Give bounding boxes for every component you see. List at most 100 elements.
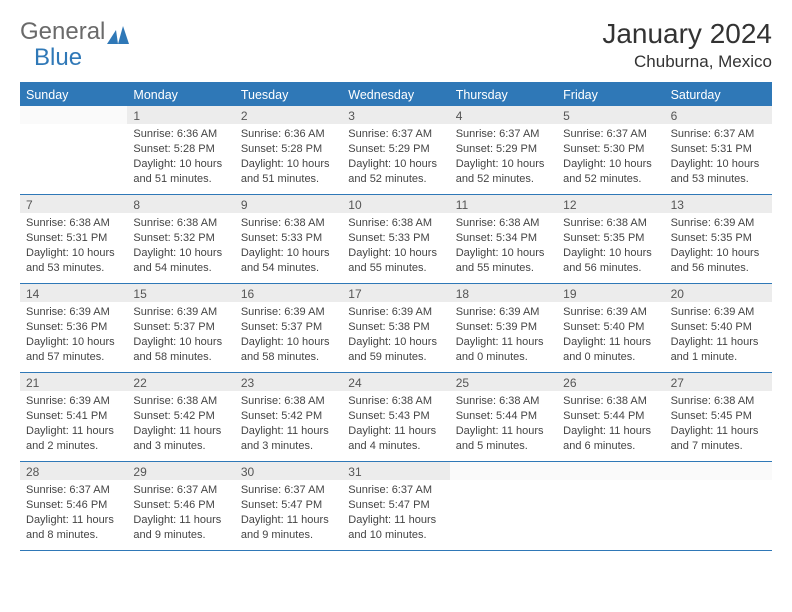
day-number: 31 xyxy=(342,462,449,480)
calendar-cell: 14Sunrise: 6:39 AMSunset: 5:36 PMDayligh… xyxy=(20,284,127,372)
cell-body: Sunrise: 6:38 AMSunset: 5:42 PMDaylight:… xyxy=(235,391,342,459)
day-number: 1 xyxy=(127,106,234,124)
calendar-week: 7Sunrise: 6:38 AMSunset: 5:31 PMDaylight… xyxy=(20,195,772,284)
cell-body: Sunrise: 6:38 AMSunset: 5:44 PMDaylight:… xyxy=(450,391,557,459)
calendar-cell: 26Sunrise: 6:38 AMSunset: 5:44 PMDayligh… xyxy=(557,373,664,461)
sunset-text: Sunset: 5:33 PM xyxy=(241,231,336,246)
day-number: 18 xyxy=(450,284,557,302)
calendar-cell: 1Sunrise: 6:36 AMSunset: 5:28 PMDaylight… xyxy=(127,106,234,194)
daylight-text: Daylight: 10 hours and 56 minutes. xyxy=(563,246,658,276)
day-number xyxy=(450,462,557,480)
daylight-text: Daylight: 11 hours and 2 minutes. xyxy=(26,424,121,454)
sunset-text: Sunset: 5:46 PM xyxy=(133,498,228,513)
day-number: 2 xyxy=(235,106,342,124)
day-number: 4 xyxy=(450,106,557,124)
sunset-text: Sunset: 5:47 PM xyxy=(348,498,443,513)
sunset-text: Sunset: 5:28 PM xyxy=(241,142,336,157)
sunrise-text: Sunrise: 6:38 AM xyxy=(241,394,336,409)
day-number: 13 xyxy=(665,195,772,213)
sunrise-text: Sunrise: 6:39 AM xyxy=(241,305,336,320)
cell-body: Sunrise: 6:38 AMSunset: 5:35 PMDaylight:… xyxy=(557,213,664,281)
calendar-cell: 31Sunrise: 6:37 AMSunset: 5:47 PMDayligh… xyxy=(342,462,449,550)
daylight-text: Daylight: 11 hours and 8 minutes. xyxy=(26,513,121,543)
sunset-text: Sunset: 5:46 PM xyxy=(26,498,121,513)
day-number: 11 xyxy=(450,195,557,213)
calendar-week: 1Sunrise: 6:36 AMSunset: 5:28 PMDaylight… xyxy=(20,106,772,195)
sunset-text: Sunset: 5:29 PM xyxy=(348,142,443,157)
calendar-week: 21Sunrise: 6:39 AMSunset: 5:41 PMDayligh… xyxy=(20,373,772,462)
sunset-text: Sunset: 5:31 PM xyxy=(26,231,121,246)
daylight-text: Daylight: 10 hours and 52 minutes. xyxy=(563,157,658,187)
page-title: January 2024 xyxy=(602,18,772,50)
sunrise-text: Sunrise: 6:38 AM xyxy=(671,394,766,409)
daylight-text: Daylight: 10 hours and 52 minutes. xyxy=(456,157,551,187)
calendar-cell: 8Sunrise: 6:38 AMSunset: 5:32 PMDaylight… xyxy=(127,195,234,283)
sunset-text: Sunset: 5:40 PM xyxy=(563,320,658,335)
sunset-text: Sunset: 5:37 PM xyxy=(241,320,336,335)
sunrise-text: Sunrise: 6:38 AM xyxy=(563,216,658,231)
daylight-text: Daylight: 11 hours and 9 minutes. xyxy=(241,513,336,543)
title-block: January 2024 Chuburna, Mexico xyxy=(602,18,772,72)
calendar-cell xyxy=(450,462,557,550)
sunrise-text: Sunrise: 6:39 AM xyxy=(671,305,766,320)
day-header: Saturday xyxy=(665,84,772,106)
cell-body: Sunrise: 6:38 AMSunset: 5:33 PMDaylight:… xyxy=(342,213,449,281)
daylight-text: Daylight: 10 hours and 53 minutes. xyxy=(26,246,121,276)
calendar-cell: 29Sunrise: 6:37 AMSunset: 5:46 PMDayligh… xyxy=(127,462,234,550)
calendar-cell: 6Sunrise: 6:37 AMSunset: 5:31 PMDaylight… xyxy=(665,106,772,194)
sunset-text: Sunset: 5:35 PM xyxy=(563,231,658,246)
calendar-cell: 24Sunrise: 6:38 AMSunset: 5:43 PMDayligh… xyxy=(342,373,449,461)
daylight-text: Daylight: 11 hours and 3 minutes. xyxy=(241,424,336,454)
sunrise-text: Sunrise: 6:37 AM xyxy=(133,483,228,498)
sunset-text: Sunset: 5:33 PM xyxy=(348,231,443,246)
calendar-cell: 16Sunrise: 6:39 AMSunset: 5:37 PMDayligh… xyxy=(235,284,342,372)
day-number: 29 xyxy=(127,462,234,480)
calendar-cell: 17Sunrise: 6:39 AMSunset: 5:38 PMDayligh… xyxy=(342,284,449,372)
calendar-cell: 20Sunrise: 6:39 AMSunset: 5:40 PMDayligh… xyxy=(665,284,772,372)
sunset-text: Sunset: 5:36 PM xyxy=(26,320,121,335)
sunset-text: Sunset: 5:39 PM xyxy=(456,320,551,335)
day-number: 15 xyxy=(127,284,234,302)
sunrise-text: Sunrise: 6:38 AM xyxy=(456,394,551,409)
day-number: 12 xyxy=(557,195,664,213)
day-number: 24 xyxy=(342,373,449,391)
day-number: 7 xyxy=(20,195,127,213)
day-number: 8 xyxy=(127,195,234,213)
cell-body: Sunrise: 6:38 AMSunset: 5:43 PMDaylight:… xyxy=(342,391,449,459)
calendar-cell: 21Sunrise: 6:39 AMSunset: 5:41 PMDayligh… xyxy=(20,373,127,461)
cell-body: Sunrise: 6:38 AMSunset: 5:33 PMDaylight:… xyxy=(235,213,342,281)
calendar-cell: 4Sunrise: 6:37 AMSunset: 5:29 PMDaylight… xyxy=(450,106,557,194)
daylight-text: Daylight: 10 hours and 56 minutes. xyxy=(671,246,766,276)
sunset-text: Sunset: 5:41 PM xyxy=(26,409,121,424)
sunrise-text: Sunrise: 6:37 AM xyxy=(348,483,443,498)
day-number xyxy=(20,106,127,124)
calendar: Sunday Monday Tuesday Wednesday Thursday… xyxy=(20,82,772,551)
calendar-cell: 28Sunrise: 6:37 AMSunset: 5:46 PMDayligh… xyxy=(20,462,127,550)
sunrise-text: Sunrise: 6:36 AM xyxy=(133,127,228,142)
sunrise-text: Sunrise: 6:39 AM xyxy=(26,305,121,320)
calendar-cell xyxy=(557,462,664,550)
day-header: Friday xyxy=(557,84,664,106)
cell-body: Sunrise: 6:39 AMSunset: 5:39 PMDaylight:… xyxy=(450,302,557,370)
daylight-text: Daylight: 11 hours and 7 minutes. xyxy=(671,424,766,454)
day-number: 26 xyxy=(557,373,664,391)
cell-body: Sunrise: 6:36 AMSunset: 5:28 PMDaylight:… xyxy=(235,124,342,192)
calendar-cell xyxy=(20,106,127,194)
sunset-text: Sunset: 5:40 PM xyxy=(671,320,766,335)
daylight-text: Daylight: 10 hours and 53 minutes. xyxy=(671,157,766,187)
sunset-text: Sunset: 5:43 PM xyxy=(348,409,443,424)
day-number: 17 xyxy=(342,284,449,302)
sunrise-text: Sunrise: 6:38 AM xyxy=(456,216,551,231)
sunrise-text: Sunrise: 6:37 AM xyxy=(456,127,551,142)
sunrise-text: Sunrise: 6:38 AM xyxy=(348,394,443,409)
day-header: Tuesday xyxy=(235,84,342,106)
day-number: 3 xyxy=(342,106,449,124)
calendar-cell: 15Sunrise: 6:39 AMSunset: 5:37 PMDayligh… xyxy=(127,284,234,372)
logo-text-blue: Blue xyxy=(34,44,82,72)
sunset-text: Sunset: 5:44 PM xyxy=(456,409,551,424)
daylight-text: Daylight: 10 hours and 59 minutes. xyxy=(348,335,443,365)
day-number: 22 xyxy=(127,373,234,391)
daylight-text: Daylight: 10 hours and 55 minutes. xyxy=(348,246,443,276)
day-header: Monday xyxy=(127,84,234,106)
day-number xyxy=(665,462,772,480)
